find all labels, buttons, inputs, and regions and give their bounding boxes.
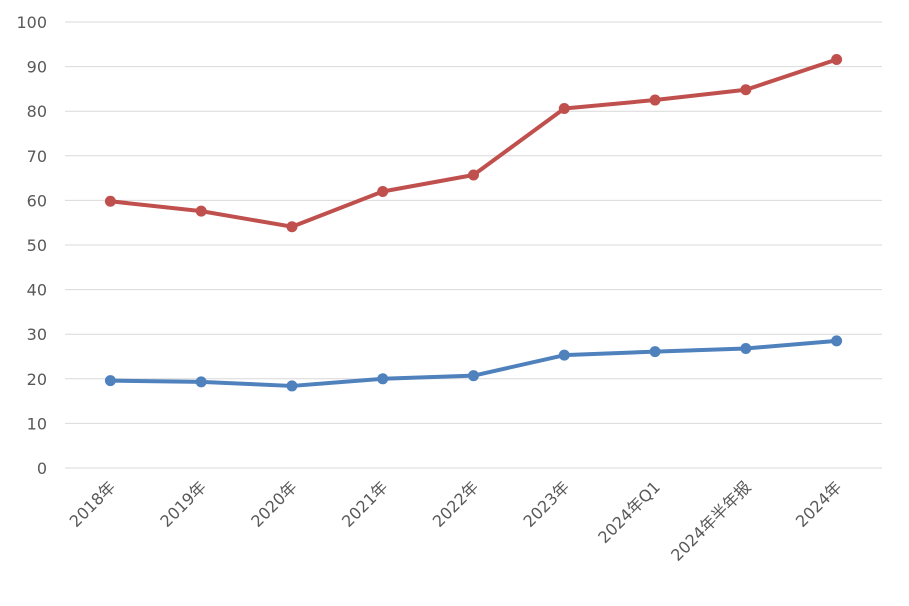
series-1: [104, 53, 843, 233]
data-point: [195, 376, 207, 388]
data-point: [468, 169, 479, 181]
x-axis-ticks: 2018年 2019年 2020年 2021年 2022年 2023年 2024年Q1 202…: [66, 477, 846, 564]
x-tick-label: 2024年Q1: [594, 477, 664, 547]
data-point: [831, 335, 843, 347]
y-tick-label: 10: [27, 414, 47, 433]
data-point: [286, 380, 298, 392]
data-point: [558, 349, 570, 361]
x-tick-label: 2018年: [66, 477, 120, 531]
data-point: [195, 205, 207, 217]
x-tick-label: 2021年: [338, 477, 392, 531]
series-layer: [104, 53, 843, 392]
x-tick-label: 2019年: [156, 477, 210, 531]
data-point: [740, 342, 752, 354]
y-tick-label: 0: [37, 459, 47, 478]
y-tick-label: 30: [27, 325, 47, 344]
data-point: [377, 373, 389, 385]
data-point: [286, 221, 298, 233]
y-tick-label: 100: [16, 13, 47, 32]
y-tick-label: 80: [27, 102, 47, 121]
x-tick-label: 2024年半年报: [667, 477, 754, 564]
data-point: [104, 195, 116, 207]
y-axis-ticks: 0 10 20 30 40 50 60 70 80 90 100: [16, 13, 47, 478]
data-point: [649, 346, 661, 358]
x-tick-label: 2020年: [247, 477, 301, 531]
data-point: [468, 370, 479, 382]
x-tick-label: 2024年: [792, 477, 846, 531]
y-tick-label: 50: [27, 236, 47, 255]
data-point: [377, 185, 389, 197]
data-point: [558, 103, 570, 115]
series-2: [104, 335, 843, 392]
y-tick-label: 60: [27, 191, 47, 210]
data-point: [104, 375, 116, 387]
y-tick-label: 70: [27, 147, 47, 166]
gridlines: [65, 21, 882, 469]
x-tick-label: 2022年: [429, 477, 483, 531]
y-tick-label: 20: [27, 370, 47, 389]
data-point: [831, 53, 843, 65]
data-point: [740, 84, 752, 96]
series-line: [108, 57, 839, 229]
y-tick-label: 40: [27, 281, 47, 300]
x-tick-label: 2023年: [520, 477, 574, 531]
y-tick-label: 90: [27, 58, 47, 77]
data-point: [649, 94, 661, 106]
